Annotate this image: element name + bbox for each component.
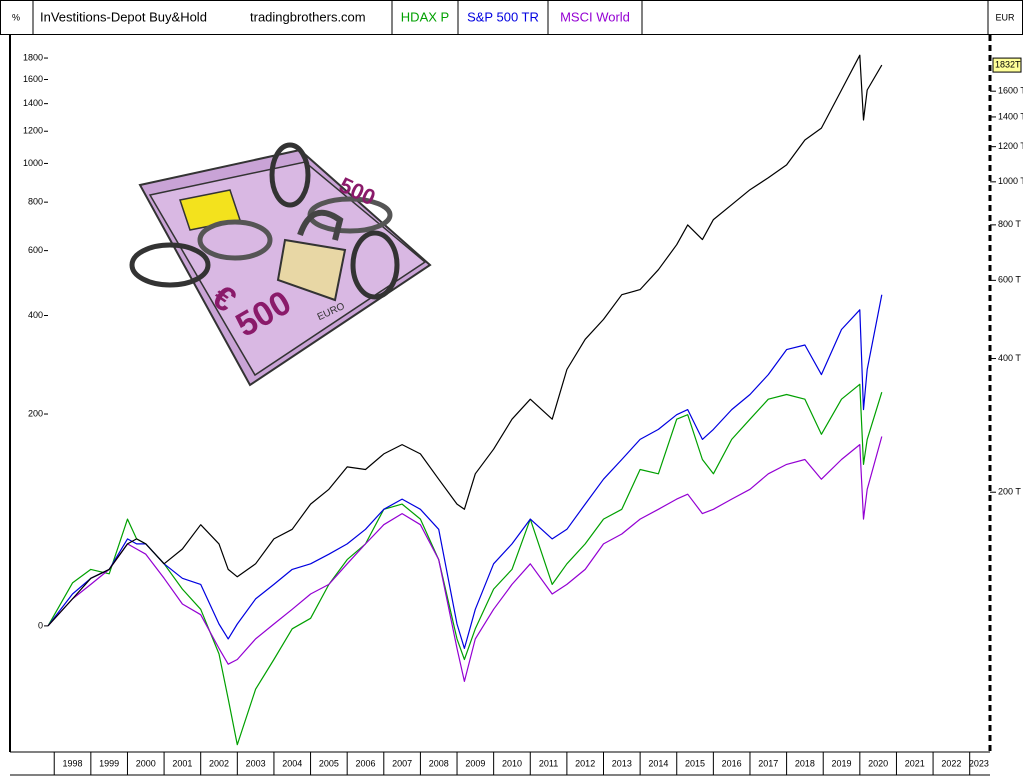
x-tick-label: 2008 [429, 758, 449, 768]
legend-entry: S&P 500 TR [467, 9, 539, 24]
x-tick-label: 2002 [209, 758, 229, 768]
x-tick-label: 2012 [575, 758, 595, 768]
y2-tick-label: 1400 T [998, 111, 1023, 121]
x-tick-label: 2004 [282, 758, 302, 768]
y2-tick-label: 600 T [998, 275, 1021, 285]
x-tick-label: 2011 [539, 758, 558, 768]
source: tradingbrothers.com [250, 9, 366, 24]
x-tick-label: 1999 [99, 758, 119, 768]
x-tick-label: 2009 [465, 758, 485, 768]
y-tick-label: 1000 [23, 158, 43, 168]
legend-entry: MSCI World [560, 9, 630, 24]
x-tick-label: 2001 [172, 758, 192, 768]
x-tick-label: 2000 [136, 758, 156, 768]
y2-tick-label: 400 T [998, 353, 1021, 363]
current-value-label: 1832T [995, 59, 1021, 69]
y-tick-label: 1400 [23, 98, 43, 108]
x-tick-label: 2014 [648, 758, 668, 768]
y-tick-label: 600 [28, 245, 43, 255]
x-tick-label: 2017 [758, 758, 778, 768]
y2-tick-label: 200 T [998, 487, 1021, 497]
y2-tick-label: 1000 T [998, 176, 1023, 186]
y2-tick-label: 1600 T [998, 86, 1023, 96]
legend-entry: HDAX P [401, 9, 449, 24]
y-tick-label: 200 [28, 408, 43, 418]
y-unit: % [12, 12, 20, 22]
chart: % InVestitions-Depot Buy&Hold tradingbro… [0, 0, 1023, 783]
y-tick-label: 0 [38, 620, 43, 630]
x-tick-label: 2005 [319, 758, 339, 768]
x-tick-label: 2021 [905, 758, 925, 768]
y2-tick-label: 800 T [998, 219, 1021, 229]
x-tick-label: 2007 [392, 758, 412, 768]
x-tick-label: 2020 [868, 758, 888, 768]
x-tick-label: 2022 [941, 758, 961, 768]
y-tick-label: 1600 [23, 74, 43, 84]
y-tick-label: 1800 [23, 52, 43, 62]
y-tick-label: 800 [28, 197, 43, 207]
x-tick-label: 2003 [246, 758, 266, 768]
x-tick-label: 1998 [63, 758, 83, 768]
x-tick-label: 2015 [685, 758, 705, 768]
x-tick-label: 2006 [355, 758, 375, 768]
x-tick-label: 2019 [832, 758, 852, 768]
x-tick-label: 2016 [722, 758, 742, 768]
background [0, 0, 1023, 783]
x-tick-label: 2023 [969, 758, 989, 768]
y-tick-label: 400 [28, 310, 43, 320]
legend-entry: InVestitions-Depot Buy&Hold [40, 9, 207, 24]
y-tick-label: 1200 [23, 126, 43, 136]
x-tick-label: 2013 [612, 758, 632, 768]
y2-tick-label: 1200 T [998, 141, 1023, 151]
x-tick-label: 2010 [502, 758, 522, 768]
x-tick-label: 2018 [795, 758, 815, 768]
y2-unit: EUR [995, 12, 1015, 22]
